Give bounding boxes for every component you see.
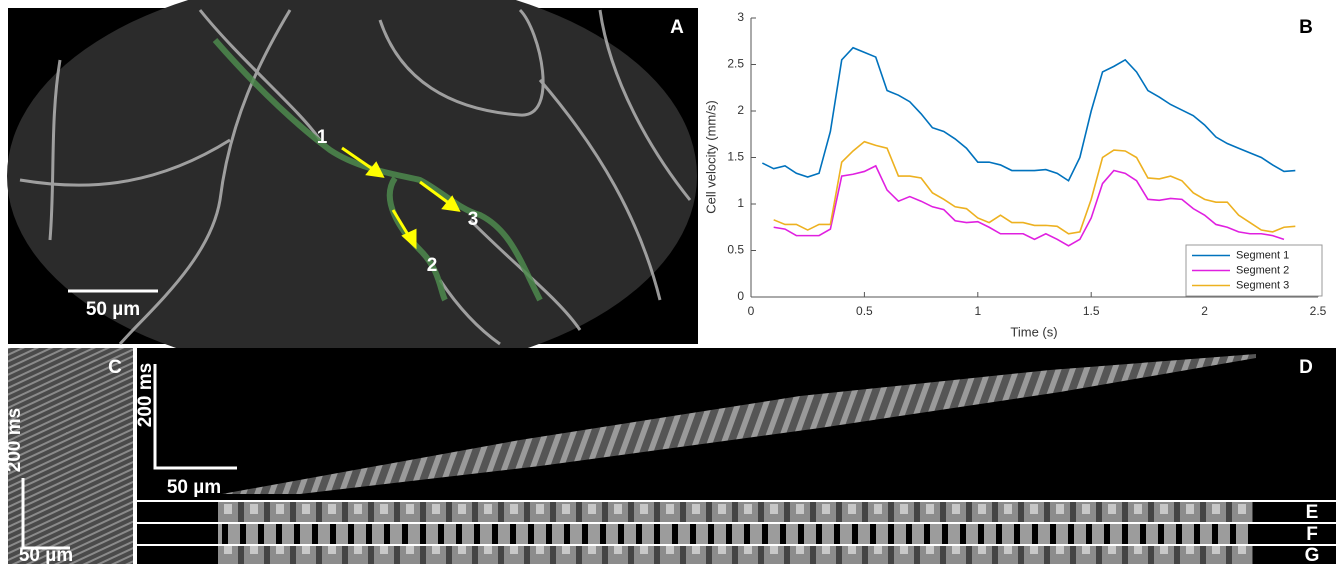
x-tick-label: 1.5	[1083, 304, 1100, 318]
panel-f: F	[137, 524, 1336, 545]
scale-bar-label: 50 µm	[167, 477, 221, 498]
panel-label: D	[1299, 357, 1313, 378]
scale-bar-label: 50 µm	[86, 299, 140, 320]
y-tick-label: 3	[737, 10, 744, 24]
y-tick-label: 0.5	[727, 243, 744, 257]
panel-c: C 200 ms 50 µm	[4, 348, 133, 564]
panel-e: E	[137, 502, 1336, 523]
legend-label: Segment 1	[1236, 249, 1289, 261]
legend-label: Segment 3	[1236, 279, 1289, 291]
panel-g: G	[137, 545, 1336, 564]
x-axis-label: Time (s)	[1010, 324, 1057, 339]
strip-image	[218, 502, 1253, 522]
time-bar-label: 200 ms	[135, 363, 156, 427]
panel-label: A	[670, 17, 684, 38]
strip-image	[218, 546, 1253, 564]
series-line	[774, 142, 1296, 234]
y-tick-label: 0	[737, 289, 744, 303]
legend-label: Segment 2	[1236, 264, 1289, 276]
panel-label: F	[1306, 524, 1318, 545]
x-tick-label: 2.5	[1310, 304, 1327, 318]
y-tick-label: 1.5	[727, 150, 744, 164]
x-tick-label: 0	[748, 304, 755, 318]
panel-d: 200 ms 50 µm D	[135, 348, 1336, 500]
panel-label: B	[1299, 17, 1313, 38]
panel-label: C	[108, 357, 122, 378]
panel-a: 1 2 3 A 50 µm	[7, 0, 698, 376]
series-line	[774, 166, 1284, 246]
strip-image	[218, 524, 1253, 544]
segment-marker: 2	[427, 255, 438, 276]
y-tick-label: 2.5	[727, 57, 744, 71]
panel-label: G	[1305, 545, 1320, 564]
kymograph	[8, 348, 133, 564]
figure: 1 2 3 A 50 µm B Time (s) Cell velocity (…	[0, 0, 1336, 564]
x-tick-label: 0.5	[856, 304, 873, 318]
segment-marker: 1	[317, 127, 328, 148]
panel-label: E	[1306, 502, 1319, 523]
segment-marker: 3	[468, 209, 479, 230]
time-bar-label: 200 ms	[4, 408, 25, 472]
x-tick-label: 2	[1201, 304, 1208, 318]
y-tick-label: 2	[737, 103, 744, 117]
scale-bar-label: 50 µm	[19, 545, 73, 564]
y-tick-label: 1	[737, 196, 744, 210]
y-axis-label: Cell velocity (mm/s)	[703, 100, 718, 213]
x-tick-label: 1	[974, 304, 981, 318]
panel-b: B Time (s) Cell velocity (mm/s) 0 0.5 1 1.5…	[703, 10, 1326, 339]
